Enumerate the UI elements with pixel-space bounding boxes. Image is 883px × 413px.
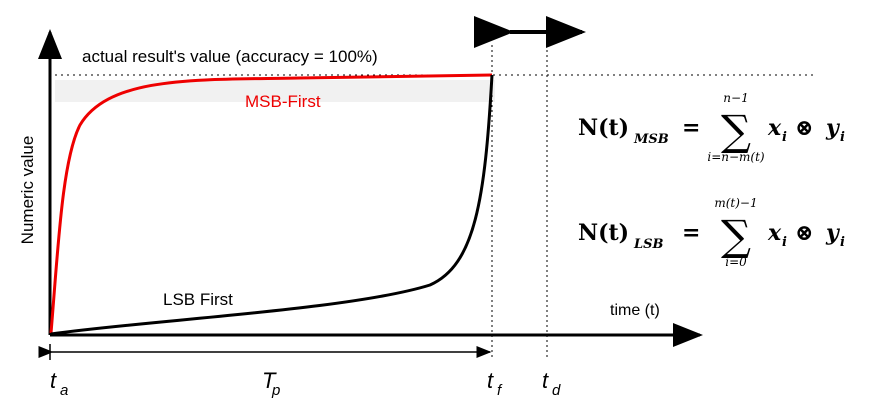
time-mark-sub: p [271,382,280,399]
formula-eq: = [682,115,700,141]
formula-eq: = [682,220,700,246]
time-mark-sub: a [60,382,68,399]
formula-lhs-sub: LSB [633,237,664,252]
formula-upper: n−1 [723,91,748,105]
time-mark: t [50,368,57,393]
formula-lhs: N(t) [578,115,629,141]
formula-lhs: N(t) [578,220,629,246]
formula-x-sub: i [782,235,787,250]
formula-y: y [825,220,841,246]
time-mark: t [487,368,494,393]
time-mark: T [262,368,277,393]
formula-op: ⊗ [795,220,813,246]
formula-lhs-sub: MSB [633,132,669,147]
formula-sum: ∑ [721,106,751,155]
formula-x-sub: i [782,130,787,145]
formula-lower: i=n−m(t) [707,150,765,164]
lsb-curve [50,74,494,336]
accuracy-label: actual result's value (accuracy = 100%) [82,47,378,66]
lsb-label: LSB First [163,290,233,309]
formula-op: ⊗ [795,115,813,141]
msb-label: MSB-First [245,92,321,111]
formula-y: y [825,115,841,141]
formula-lower: i=0 [725,255,747,269]
time-mark: t [542,368,549,393]
y-axis-label: Numeric value [18,136,37,245]
formula-y-sub: i [840,235,845,250]
x-axis-label: time (t) [610,302,660,319]
msb-curve [49,73,493,334]
time-mark-sub: f [497,382,503,399]
formula-sum: ∑ [721,211,751,260]
formula-upper: m(t)−1 [714,196,757,210]
time-mark-sub: d [552,382,561,399]
formula-x: x [767,220,782,246]
upper-band [55,80,495,102]
formula-y-sub: i [840,130,845,145]
formula-x: x [767,115,782,141]
